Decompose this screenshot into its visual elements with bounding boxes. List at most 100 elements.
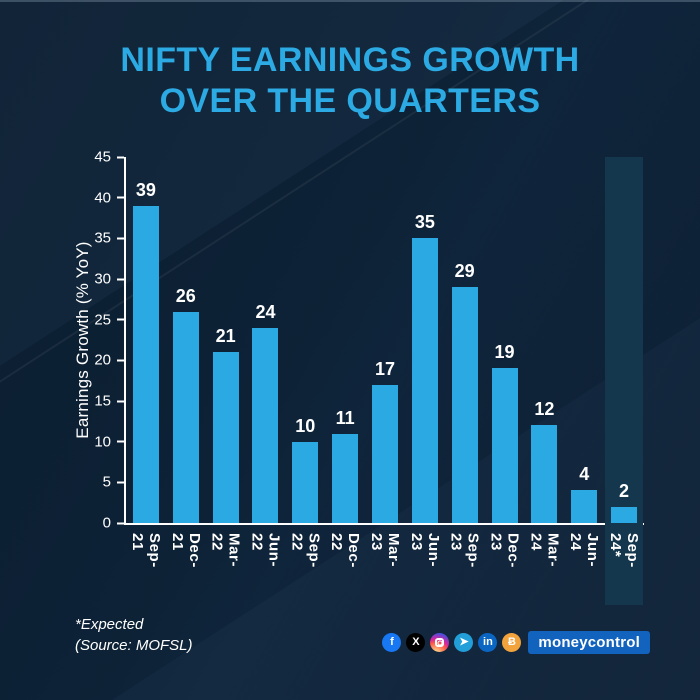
x-axis-label: Mar-22 xyxy=(208,533,243,568)
bar-column-Dec-22: 11 Dec-22 xyxy=(325,157,365,568)
chart-title-line2: OVER THE QUARTERS xyxy=(159,82,541,120)
y-tick-label: 5 xyxy=(102,473,111,491)
y-tick-mark xyxy=(117,400,124,402)
y-tick-mark xyxy=(117,318,124,321)
x-axis-label: Jun-22 xyxy=(248,533,283,568)
y-tick-30: 30 xyxy=(62,271,124,288)
bar-value: 4 xyxy=(579,464,590,485)
y-tick-45: 45 xyxy=(62,149,124,166)
moneycontrol-logo: moneycontrol xyxy=(528,631,650,654)
bar-column-Sep-21: 39 Sep-21 xyxy=(126,157,166,568)
bar xyxy=(571,490,598,523)
bar xyxy=(371,384,398,523)
bar-value: 2 xyxy=(619,480,630,501)
bar xyxy=(411,238,438,523)
y-tick-mark xyxy=(117,522,124,524)
bar xyxy=(332,433,359,523)
x-axis-label: Dec-21 xyxy=(168,533,203,568)
x-axis-label: Jun-24 xyxy=(567,533,602,568)
bar-column-Dec-23: 19 Dec-23 xyxy=(485,157,525,567)
y-tick-mark xyxy=(117,196,124,199)
bar-value: 24 xyxy=(255,301,276,322)
bar xyxy=(531,425,558,523)
bar-value: 26 xyxy=(175,285,196,306)
x-axis-label: Sep-24* xyxy=(607,533,642,568)
y-tick-label: 0 xyxy=(102,514,111,532)
bar-column-Jun-23: 35 Jun-23 xyxy=(405,157,445,567)
bar-column-Mar-24: 12 Mar-24 xyxy=(524,157,564,567)
bars-container: 39 Sep-21 26 Dec-21 21 Mar-22 24 Jun-22 10 Sep-22… xyxy=(126,157,644,605)
bar-column-Dec-21: 26 Dec-21 xyxy=(166,157,206,568)
bar xyxy=(611,506,638,523)
y-tick-label: 10 xyxy=(94,433,111,451)
bar xyxy=(172,311,199,523)
y-tick-mark xyxy=(117,359,124,362)
bar xyxy=(132,205,159,523)
bar-value: 39 xyxy=(135,179,156,200)
y-tick-mark xyxy=(117,440,124,443)
bar-column-Jun-22: 24 Jun-22 xyxy=(246,157,286,567)
bar-column-Mar-23: 17 Mar-23 xyxy=(365,157,405,567)
chart-title: NIFTY EARNINGS GROWTH OVER THE QUARTERS xyxy=(0,40,700,122)
bar xyxy=(491,368,518,523)
top-edge-highlight xyxy=(0,0,700,2)
y-tick-label: 15 xyxy=(94,392,111,410)
bar-value: 19 xyxy=(494,342,515,363)
facebook-glyph: f xyxy=(390,636,394,648)
y-tick-label: 20 xyxy=(94,351,111,369)
bar-value: 29 xyxy=(454,261,475,282)
y-tick-35: 35 xyxy=(62,230,124,247)
bar xyxy=(252,327,279,523)
linkedin-glyph: in xyxy=(483,636,493,648)
moneycontrol-wordmark: moneycontrol xyxy=(538,634,640,651)
y-tick-25: 25 xyxy=(62,311,124,328)
telegram-icon: ➤ xyxy=(454,633,474,652)
plot-area: 0 5 10 15 20 25 30 35 40 45 39 Sep-21 26 Dec-21 21 Mar… xyxy=(94,149,644,605)
y-tick-20: 20 xyxy=(62,352,124,369)
bar-column-Sep-24*: 2 Sep-24* xyxy=(604,157,644,605)
footnote: *Expected (Source: MOFSL) xyxy=(75,614,193,656)
y-tick-label: 30 xyxy=(94,270,111,288)
chart-title-line1: NIFTY EARNINGS GROWTH xyxy=(120,41,580,79)
footnote-expected: *Expected xyxy=(75,616,144,633)
y-tick-mark xyxy=(117,481,124,484)
y-tick-label: 40 xyxy=(94,189,111,207)
x-icon: X xyxy=(406,633,426,652)
x-axis-label: Sep-21 xyxy=(128,533,163,568)
x-glyph: X xyxy=(412,636,420,648)
bar-column-Sep-22: 10 Sep-22 xyxy=(285,157,325,568)
y-tick-mark xyxy=(117,278,124,280)
y-tick-5: 5 xyxy=(62,474,124,491)
y-tick-10: 10 xyxy=(62,433,124,450)
x-axis-label: Jun-23 xyxy=(407,533,442,568)
bar-value: 11 xyxy=(335,407,355,428)
x-axis-label: Dec-23 xyxy=(487,533,522,568)
bar-value: 10 xyxy=(295,415,316,436)
bar xyxy=(292,441,319,523)
y-tick-mark xyxy=(117,237,124,240)
bar-value: 12 xyxy=(534,399,555,420)
bar-column-Mar-22: 21 Mar-22 xyxy=(206,157,246,567)
x-axis-label: Sep-23 xyxy=(447,533,482,568)
telegram-glyph: ➤ xyxy=(459,636,469,648)
y-tick-label: 35 xyxy=(94,229,111,247)
bar-value: 35 xyxy=(414,212,435,233)
bar xyxy=(451,287,478,523)
facebook-icon: f xyxy=(382,633,402,652)
bar-value: 21 xyxy=(215,326,236,347)
x-axis-label: Dec-22 xyxy=(328,533,363,568)
bar-column-Sep-23: 29 Sep-23 xyxy=(445,157,485,568)
bitcoin-icon: Ƀ xyxy=(502,633,522,652)
footnote-source: (Source: MOFSL) xyxy=(75,637,193,654)
instagram-camera-glyph xyxy=(435,638,445,647)
y-tick-label: 25 xyxy=(94,311,111,329)
x-axis-label: Sep-22 xyxy=(288,533,323,568)
bar-column-Jun-24: 4 Jun-24 xyxy=(564,157,604,567)
bar xyxy=(212,352,239,523)
x-axis-label: Mar-23 xyxy=(367,533,402,568)
y-tick-0: 0 xyxy=(62,515,124,532)
social-icons: f X ➤ in Ƀ xyxy=(382,633,522,652)
instagram-icon xyxy=(430,633,450,652)
y-tick-40: 40 xyxy=(62,189,124,206)
